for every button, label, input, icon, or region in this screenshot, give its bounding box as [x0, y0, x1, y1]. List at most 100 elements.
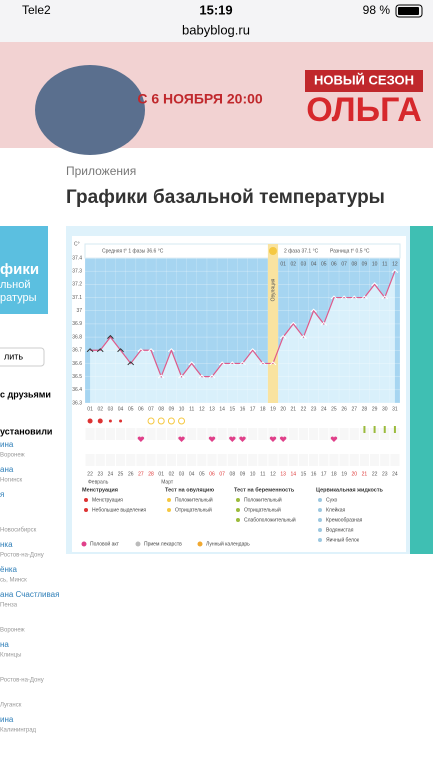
cell: [349, 428, 359, 440]
user-name: на: [0, 640, 9, 649]
ovulation-test: [157, 417, 165, 425]
line: [90, 270, 396, 379]
legend-icon: [318, 538, 322, 542]
fluid: [363, 426, 366, 433]
cell: [105, 428, 115, 440]
ovulation-test: [167, 417, 175, 425]
cell: [380, 415, 390, 427]
x-tick-label: 04: [118, 406, 124, 412]
point: [259, 361, 267, 366]
y-tick-label: 37.1: [72, 295, 82, 301]
legend-icon: [318, 498, 322, 502]
cell: [136, 454, 146, 466]
date-label: 02: [169, 471, 175, 477]
point: [269, 361, 277, 366]
legend-item: Клейкая: [326, 506, 345, 513]
legend-title: Тест на беременность: [234, 486, 295, 493]
install-button[interactable]: [0, 347, 45, 367]
phase2-day: 05: [321, 261, 327, 267]
cell: [258, 454, 268, 466]
cell: [237, 415, 248, 427]
date-label: 14: [291, 471, 297, 477]
user-city: Ростов-на-Дону: [0, 553, 44, 559]
user-name: ана: [0, 465, 14, 474]
cell: [298, 415, 309, 427]
legend-item: Яичный белок: [326, 536, 360, 543]
x-tick-label: 02: [97, 406, 103, 412]
cell: [176, 415, 187, 427]
cell: [126, 441, 136, 453]
breadcrumb[interactable]: Приложения: [66, 164, 136, 178]
cell: [227, 428, 237, 440]
legend-icon: [318, 518, 322, 522]
cell: [319, 415, 329, 427]
cell: [95, 441, 105, 453]
point: [168, 348, 175, 353]
app-card[interactable]: [0, 226, 48, 314]
legend-item: Менструация: [92, 497, 123, 503]
period-drop: [108, 419, 112, 423]
date-label: 17: [321, 471, 327, 477]
cell: [380, 428, 390, 440]
y-tick-label: 36.5: [72, 374, 82, 380]
banner-date: С 6 НОЯБРЯ 20:00: [137, 91, 263, 107]
cell: [207, 441, 217, 453]
cell: [237, 428, 248, 440]
phase1-avg: Средняя t° 1 фазы 36.6 °C: [102, 248, 164, 254]
user-city: Ростов-на-Дону: [0, 678, 44, 684]
cell: [248, 454, 258, 466]
legend-item: Небольшие выделения: [92, 507, 146, 513]
cell: [237, 454, 248, 466]
fluid: [383, 426, 386, 433]
cell: [339, 415, 349, 427]
legend-item: Положительный: [244, 496, 282, 503]
cell: [258, 441, 268, 453]
x-tick-label: 24: [321, 406, 327, 412]
browser-bar: [0, 0, 433, 42]
cell: [390, 441, 400, 453]
x-tick-label: 27: [351, 406, 357, 412]
point: [117, 348, 124, 353]
point: [310, 308, 317, 313]
cell: [227, 454, 237, 466]
x-tick-label: 06: [138, 406, 144, 412]
month-label: Март: [161, 479, 174, 485]
cell: [329, 428, 339, 440]
point: [96, 348, 104, 353]
url[interactable]: babyblog.ru: [182, 22, 250, 37]
date-label: 16: [311, 471, 317, 477]
cell: [268, 428, 278, 440]
legend-icon: [167, 508, 171, 512]
battery-level: [398, 7, 419, 15]
ovulation-test: [147, 417, 155, 425]
legend-icon: [197, 541, 203, 547]
date-label: 15: [301, 471, 307, 477]
cell: [156, 428, 166, 440]
heart: [178, 436, 185, 442]
cell: [288, 454, 298, 466]
point: [188, 361, 196, 366]
legend-title: Менструация: [82, 487, 118, 493]
ovulation-test: [178, 417, 186, 425]
point: [320, 321, 328, 326]
legend-icon: [84, 508, 88, 512]
date-label: 27: [138, 471, 144, 477]
x-tick-label: 08: [158, 406, 164, 412]
cell: [309, 415, 319, 427]
cell: [105, 454, 115, 466]
cell: [156, 454, 166, 466]
legend-icon: [135, 541, 141, 547]
y-tick-label: 36.8: [72, 334, 82, 340]
date-label: 20: [351, 471, 357, 477]
phase2-day: 09: [362, 261, 368, 267]
date-label: 25: [118, 471, 124, 477]
cell: [85, 454, 95, 466]
user-name: ина: [0, 440, 14, 449]
point: [300, 334, 307, 339]
legend-icon: [318, 528, 322, 532]
heart: [330, 436, 338, 442]
phase2-day: 12: [392, 261, 398, 267]
cell: [298, 441, 309, 453]
